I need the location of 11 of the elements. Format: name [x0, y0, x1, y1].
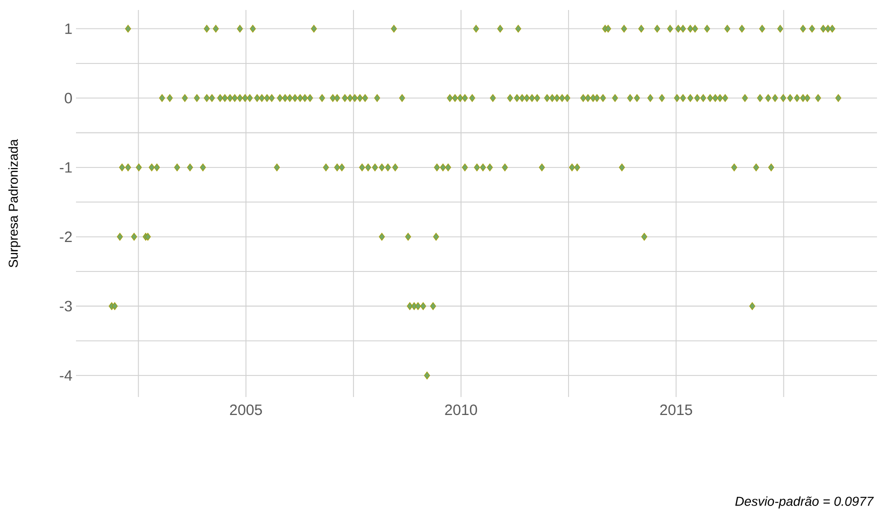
y-tick-label: -2 — [60, 232, 72, 242]
y-tick-label: -1 — [60, 162, 72, 173]
x-tick-label: 2005 — [230, 404, 262, 416]
x-tick-label: 2010 — [445, 404, 478, 416]
text: Desvio-padrão = 0.0977 — [735, 496, 874, 508]
x-tick-label: 2015 — [660, 404, 692, 416]
y-axis-title: Surpresa Padronizada — [8, 139, 20, 268]
y-tick-label: -3 — [60, 300, 72, 312]
y-tick-label: -4 — [60, 370, 72, 381]
y-tick-label: 1 — [65, 24, 72, 34]
y-tick-label: 0 — [64, 92, 72, 104]
